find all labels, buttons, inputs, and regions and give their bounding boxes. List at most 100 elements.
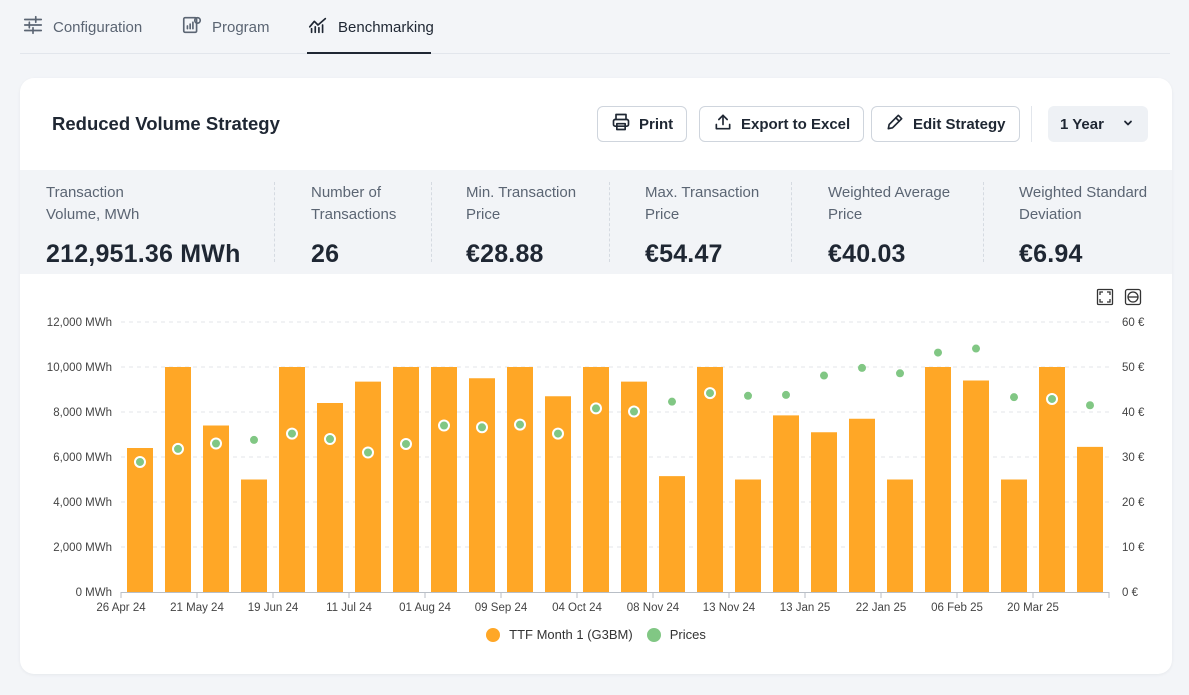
stat-divider (791, 182, 792, 262)
stat-weighted-std-dev: Weighted Standard Deviation €6.94 (1019, 182, 1169, 268)
edit-label: Edit Strategy (913, 115, 1006, 133)
chevron-down-icon (1122, 116, 1134, 133)
y-left-tick-label: 10,000 MWh (47, 362, 112, 374)
stat-label-line: Price (466, 206, 501, 223)
price-point (324, 433, 336, 445)
stat-max-price: Max. Transaction Price €54.47 (645, 182, 795, 268)
chart-bar (317, 403, 343, 592)
chart-line-icon (307, 14, 329, 40)
period-value: 1 Year (1060, 115, 1104, 133)
stat-label-line: Min. Transaction (466, 184, 577, 201)
price-point (820, 371, 828, 380)
chart-bar (469, 378, 495, 592)
x-tick-label: 08 Nov 24 (627, 602, 680, 614)
chart-bar (203, 425, 229, 592)
legend-swatch (646, 627, 661, 642)
stat-label: Transaction Volume, MWh (46, 182, 266, 226)
y-left-tick-label: 8,000 MWh (53, 407, 112, 419)
volume-price-chart: 0 MWh 2,000 MWh 4,000 MWh 6,000 MWh 8,000 MW… (47, 317, 1145, 614)
chart-bar (811, 432, 837, 592)
chart-bar (241, 479, 267, 592)
stat-value: €6.94 (1019, 240, 1083, 268)
tab-configuration[interactable]: Configuration (22, 0, 142, 54)
y-left-tick-label: 2,000 MWh (53, 542, 112, 554)
y-right-tick-label: 20 € (1122, 497, 1145, 509)
price-point (744, 391, 752, 400)
y-right-tick-label: 0 € (1122, 587, 1139, 599)
reset-zoom-icon[interactable] (1124, 288, 1142, 306)
stat-divider (609, 182, 610, 262)
price-point (972, 344, 980, 353)
legend-swatch (486, 627, 501, 642)
price-point (858, 363, 866, 372)
printer-icon (611, 112, 631, 136)
period-select[interactable]: 1 Year (1048, 106, 1148, 142)
print-button[interactable]: Print (597, 106, 688, 142)
x-tick-label: 19 Jun 24 (248, 602, 299, 614)
chart-bar (393, 367, 419, 592)
chart-bar (963, 380, 989, 592)
x-tick-label: 04 Oct 24 (552, 602, 602, 614)
y-right-tick-label: 50 € (1122, 362, 1145, 374)
price-point (1086, 401, 1094, 410)
stat-label-line: Transactions (311, 206, 397, 223)
page-title: Reduced Volume Strategy (52, 113, 280, 134)
stat-divider (983, 182, 984, 262)
chart-bar (507, 367, 533, 592)
tab-benchmarking[interactable]: Benchmarking (307, 0, 434, 54)
stat-number-of-transactions: Number of Transactions 26 (311, 182, 441, 268)
chart-bar (887, 479, 913, 592)
export-excel-button[interactable]: Export to Excel (699, 106, 865, 142)
stat-value: 26 (311, 240, 340, 268)
price-point (514, 418, 526, 431)
legend-item-prices[interactable]: Prices (646, 627, 706, 642)
price-point (286, 427, 298, 440)
chart-area: 0 MWh 2,000 MWh 4,000 MWh 6,000 MWh 8,000 MW… (20, 274, 1172, 674)
tab-label: Benchmarking (338, 18, 434, 36)
stat-label: Max. Transaction Price (645, 182, 795, 226)
edit-strategy-button[interactable]: Edit Strategy (871, 106, 1020, 142)
export-label: Export to Excel (741, 115, 851, 133)
price-point (668, 397, 676, 406)
chart-bar (165, 367, 191, 592)
x-tick-label: 21 May 24 (170, 602, 224, 614)
stat-label-line: Price (645, 206, 680, 223)
x-tick-label: 01 Aug 24 (399, 602, 451, 614)
stat-label: Min. Transaction Price (466, 182, 616, 226)
stat-value: €40.03 (828, 240, 906, 268)
tab-program[interactable]: Program (181, 0, 270, 54)
x-tick-label: 13 Jan 25 (780, 602, 831, 614)
price-point (362, 446, 374, 459)
price-point (210, 437, 222, 450)
stat-label-line: Transaction (46, 184, 124, 201)
price-point (172, 442, 184, 455)
stat-label: Weighted Average Price (828, 182, 988, 226)
legend-item-ttf[interactable]: TTF Month 1 (G3BM) (486, 627, 633, 642)
legend-label: Prices (669, 627, 706, 642)
y-left-tick-label: 12,000 MWh (47, 317, 112, 329)
price-point (476, 421, 488, 434)
upload-icon (713, 112, 733, 136)
y-left-tick-label: 0 MWh (76, 587, 112, 599)
chart-bar (697, 367, 723, 592)
x-tick-label: 22 Jan 25 (856, 602, 907, 614)
price-point (1046, 392, 1058, 405)
chart-legend: TTF Month 1 (G3BM) Prices (20, 627, 1172, 642)
fullscreen-icon[interactable] (1096, 288, 1114, 306)
stat-label-line: Max. Transaction (645, 184, 760, 201)
stat-value: €28.88 (466, 240, 544, 268)
print-label: Print (639, 115, 674, 133)
chart-bar (583, 367, 609, 592)
chart-bar (1077, 446, 1103, 592)
x-tick-label: 11 Jul 24 (326, 602, 372, 614)
chart-bar (279, 367, 305, 592)
x-tick-label: 26 Apr 24 (96, 602, 146, 614)
chart-bar (355, 381, 381, 592)
chart-bar (1001, 479, 1027, 592)
y-right-tick-label: 40 € (1122, 407, 1145, 419)
tab-label: Configuration (53, 18, 143, 36)
price-point (552, 427, 564, 440)
program-icon (181, 14, 203, 40)
stat-value: 212,951.36 MWh (46, 240, 241, 268)
y-right-tick-label: 10 € (1122, 542, 1145, 554)
